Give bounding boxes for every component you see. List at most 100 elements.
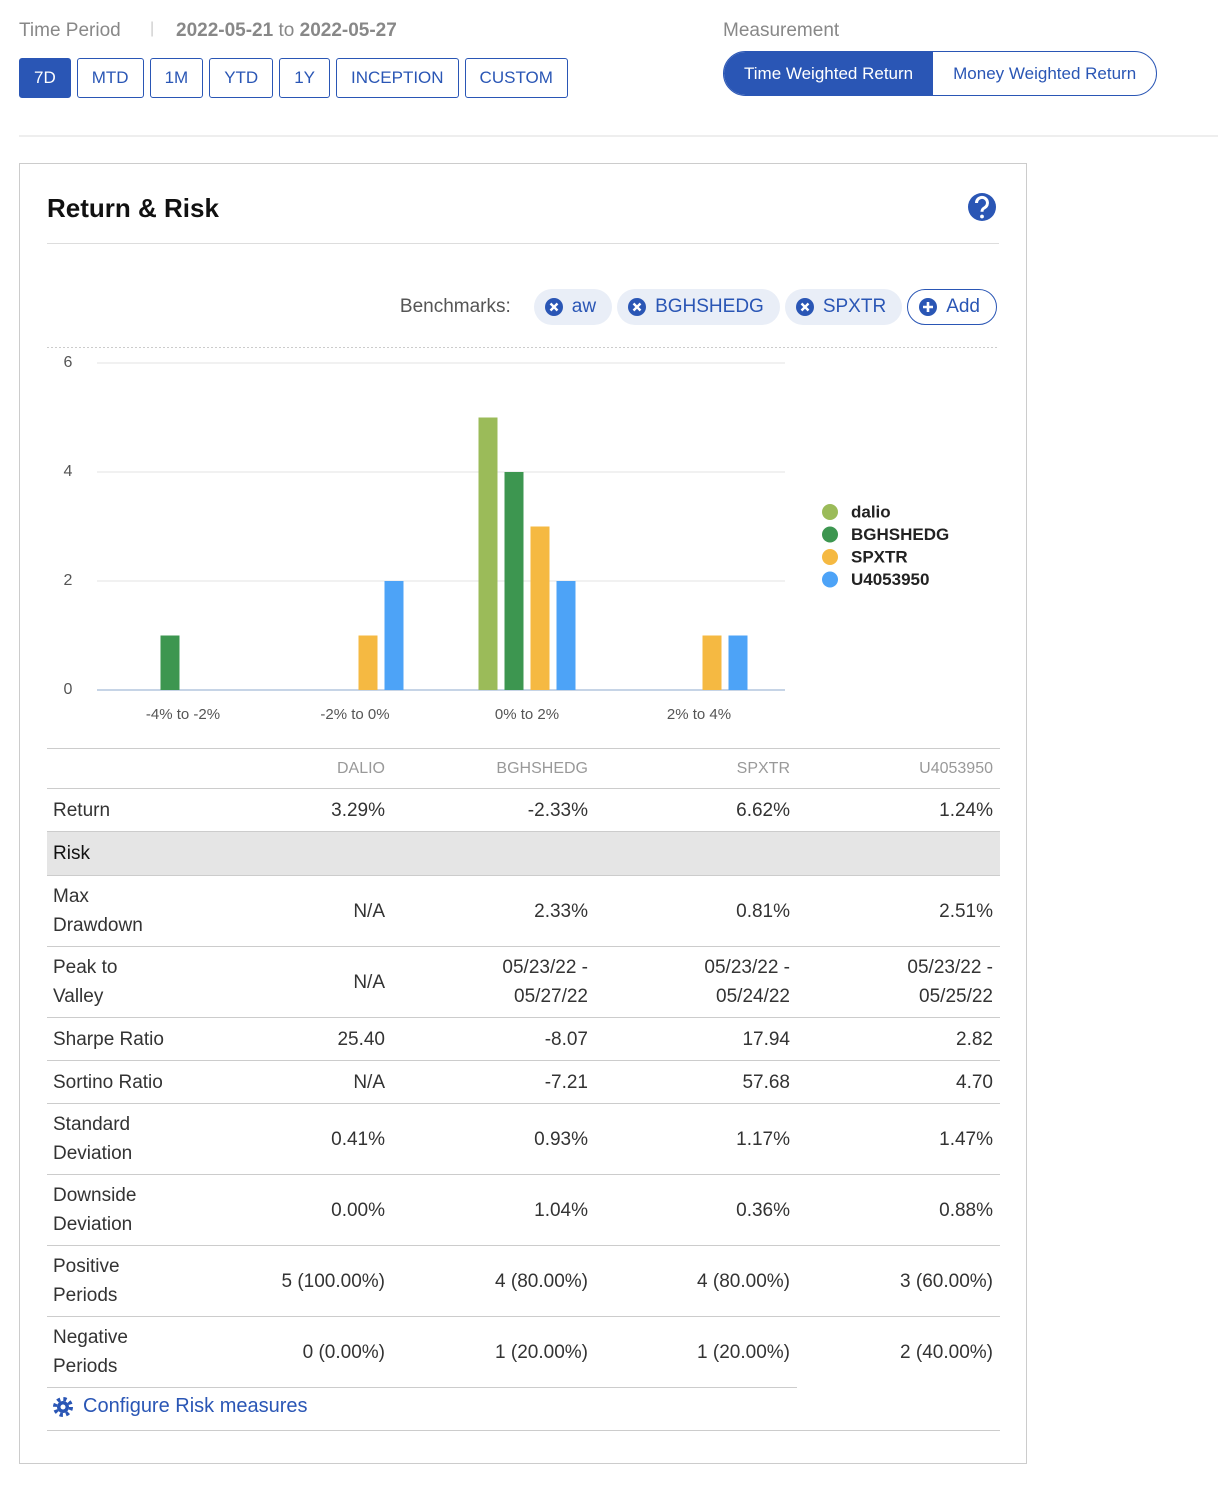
remove-icon (544, 298, 563, 316)
value-text: 2.33% (534, 900, 588, 922)
value-text: 4 (80.00%) (697, 1270, 790, 1292)
gear-icon (53, 1396, 73, 1417)
value-text: 0.88% (939, 1199, 993, 1221)
table-row: Sortino Ratio N/A -7.21 57.68 4.70 (47, 1060, 1000, 1104)
benchmark-pill[interactable]: aw (533, 289, 613, 325)
measurement-button[interactable]: Time Weighted Return (724, 52, 934, 95)
row-label: Negative Periods (47, 1317, 190, 1388)
value-cell: 2.51% (790, 875, 1000, 947)
row-label: Positive Periods (47, 1245, 190, 1317)
value-text: 2.82 (956, 1028, 993, 1050)
period-button[interactable]: 1M (149, 58, 204, 98)
panel-title: Return & Risk (47, 193, 219, 223)
value-text: 2.51% (939, 900, 993, 922)
measurement-button[interactable]: Money Weighted Return (953, 63, 1137, 83)
value-text: 0.41% (331, 1128, 385, 1150)
bar (556, 581, 576, 690)
date-joiner: to (278, 20, 295, 41)
value-text: 57.68 (742, 1071, 790, 1093)
legend-label: U4053950 (851, 570, 929, 589)
table-row: Return 3.29% -2.33% 6.62% 1.24% (47, 788, 1000, 832)
add-label: Add (946, 296, 980, 317)
value-text: 3 (60.00%) (900, 1270, 993, 1292)
y-tick-label: 0 (64, 681, 73, 698)
x-tick-label: -2% to 0% (320, 706, 389, 723)
period-button[interactable]: MTD (76, 58, 144, 98)
row-label: Downside Deviation (47, 1174, 190, 1246)
help-icon[interactable] (968, 193, 996, 221)
row-label-text: Negative Periods (53, 1327, 128, 1377)
row-label: Max Drawdown (47, 875, 190, 947)
x-tick-label: -4% to -2% (146, 706, 220, 723)
value-cell: 3.29% (190, 788, 385, 832)
value-text: 1.17% (736, 1128, 790, 1150)
benchmark-name: BGHSHEDG (655, 296, 764, 317)
legend-swatch (822, 549, 838, 565)
value-text: 0.36% (736, 1199, 790, 1221)
benchmarks: Benchmarks: aw BGHSHEDG SPXTR Add (400, 289, 997, 325)
benchmark-name: SPXTR (822, 296, 887, 317)
benchmark-pill[interactable]: BGHSHEDG (617, 289, 780, 325)
value-text: 6.62% (736, 799, 790, 821)
value-cell: 17.94 (588, 1017, 790, 1061)
row-label-text: Return (53, 799, 111, 821)
date-range: 2022-05-21 to 2022-05-27 (176, 20, 397, 42)
bar (384, 581, 404, 690)
period-button[interactable]: CUSTOM (464, 58, 568, 98)
value-cell: 3 (60.00%) (790, 1245, 1000, 1317)
value-cell: 5 (100.00%) (190, 1245, 385, 1317)
header-cell: BGHSHEDG (385, 748, 588, 789)
benchmark-pill[interactable]: SPXTR (784, 289, 903, 325)
add-benchmark[interactable]: Add (907, 289, 997, 325)
time-period-label: Time Period (19, 20, 121, 41)
configure-label: Configure Risk measures (83, 1395, 308, 1417)
value-text: 3.29% (331, 799, 385, 821)
configure-link[interactable]: Configure Risk measures (52, 1395, 308, 1418)
value-cell: -8.07 (385, 1017, 588, 1061)
table-row: Max Drawdown N/A 2.33% 0.81% 2.51% (47, 875, 1000, 947)
legend-label: SPXTR (851, 547, 908, 566)
row-label: Sharpe Ratio (47, 1017, 190, 1061)
add-icon (919, 298, 938, 316)
divider (47, 1430, 1000, 1431)
row-label-text: Positive Periods (53, 1256, 120, 1306)
value-text: 2 (40.00%) (900, 1341, 993, 1363)
value-text: 0.00% (331, 1199, 385, 1221)
period-button[interactable]: INCEPTION (335, 58, 459, 98)
value-cell: 05/23/22 - 05/24/22 (588, 946, 790, 1018)
bar (728, 635, 748, 690)
value-cell: 1.17% (588, 1103, 790, 1175)
value-text: 17.94 (742, 1028, 790, 1050)
row-label-text: Standard Deviation (53, 1114, 133, 1164)
value-cell: N/A (190, 875, 385, 947)
value-cell: 0.88% (790, 1174, 1000, 1246)
x-tick-label: 2% to 4% (667, 706, 731, 723)
value-cell: 0.41% (190, 1103, 385, 1175)
period-button[interactable]: 7D (19, 58, 71, 98)
value-text: -8.07 (544, 1028, 588, 1050)
value-cell: 1.47% (790, 1103, 1000, 1175)
value-text: N/A (353, 1071, 385, 1093)
row-label-text: Max Drawdown (53, 886, 143, 936)
value-cell: N/A (190, 946, 385, 1018)
benchmark-name: aw (571, 296, 597, 317)
value-cell: 2.82 (790, 1017, 1000, 1061)
value-text: 05/23/22 - 05/25/22 (907, 957, 993, 1007)
value-cell: 4 (80.00%) (588, 1245, 790, 1317)
x-tick-label: 0% to 2% (495, 706, 559, 723)
table-row: Downside Deviation 0.00% 1.04% 0.36% 0.88% (47, 1174, 1000, 1246)
period-button[interactable]: 1Y (279, 58, 330, 98)
value-text: 5 (100.00%) (281, 1270, 385, 1292)
value-text: N/A (353, 971, 385, 993)
value-text: 4 (80.00%) (495, 1270, 588, 1292)
bar (702, 635, 722, 690)
value-cell: 0.00% (190, 1174, 385, 1246)
header-cell (47, 748, 190, 789)
period-button[interactable]: YTD (209, 58, 274, 98)
header-row: DALIO BGHSHEDG SPXTR U4053950 (47, 748, 1000, 789)
value-text: 1.04% (534, 1199, 588, 1221)
bar (504, 472, 524, 690)
value-cell: 1 (20.00%) (385, 1317, 588, 1388)
row-label-text: Sharpe Ratio (53, 1028, 164, 1050)
